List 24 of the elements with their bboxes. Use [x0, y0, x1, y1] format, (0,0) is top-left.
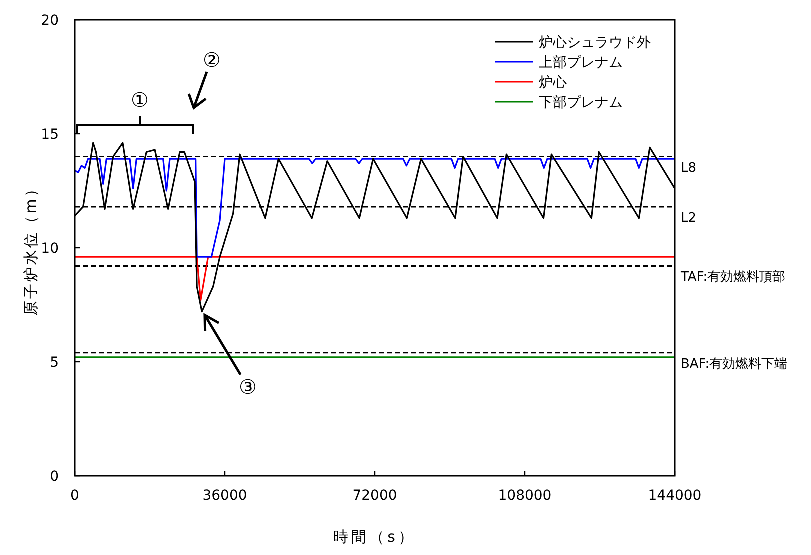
legend-label: 上部プレナム: [539, 55, 623, 71]
legend-label: 下部プレナム: [539, 95, 623, 111]
x-tick-label: 144000: [648, 488, 702, 504]
y-tick-label: 15: [41, 127, 59, 143]
annotation: ③: [238, 374, 257, 399]
ref-line-label: L8: [681, 160, 697, 176]
ref-line-label: BAF:有効燃料下端: [681, 356, 788, 372]
x-tick-label: 0: [70, 488, 80, 504]
ref-line-label: L2: [681, 210, 697, 226]
y-axis-title: 原子炉水位（m）: [22, 180, 40, 316]
line-series: [74, 158, 676, 258]
annotation: ①: [131, 88, 149, 112]
annotation: ②: [203, 48, 221, 72]
x-tick-label: 108000: [498, 488, 552, 504]
y-tick-label: 0: [50, 469, 59, 485]
x-axis-title: 時間（s）: [334, 528, 416, 546]
x-tick-label: 36000: [202, 488, 248, 504]
ref-line-label: TAF:有効燃料頂部: [680, 270, 786, 286]
y-tick-label: 20: [41, 13, 59, 29]
legend-label: 炉心シュラウド外: [539, 35, 651, 51]
legend-label: 炉心: [539, 75, 567, 91]
y-tick-label: 10: [41, 241, 59, 257]
y-tick-label: 5: [50, 355, 59, 371]
x-tick-label: 72000: [352, 488, 398, 504]
